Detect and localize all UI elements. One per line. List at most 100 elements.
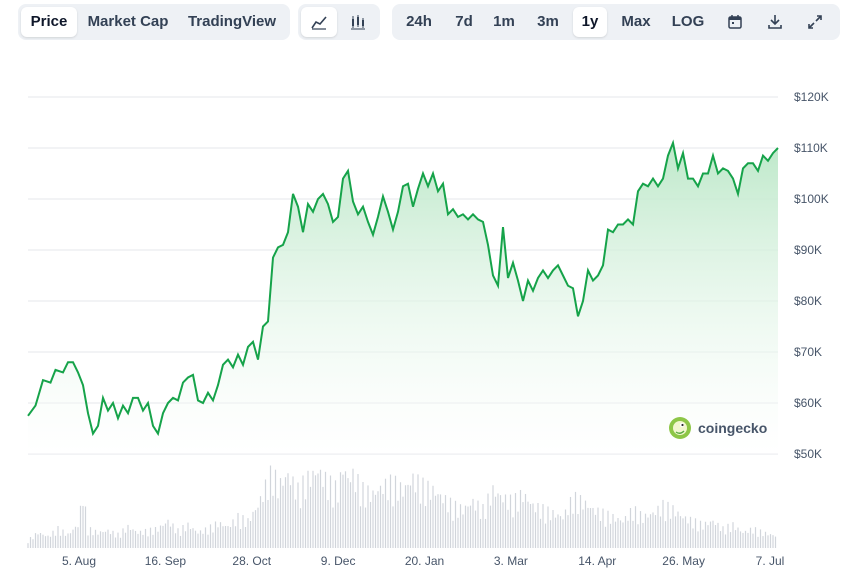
- volume-bar: [572, 513, 574, 548]
- volume-bar: [172, 523, 174, 548]
- volume-bar: [79, 505, 82, 548]
- volume-bar: [717, 522, 719, 548]
- volume-bar: [699, 520, 702, 548]
- volume-bar: [122, 528, 124, 548]
- volume-bar: [732, 522, 734, 548]
- volume-bar: [497, 493, 499, 548]
- volume-bar: [239, 529, 242, 548]
- volume-bar: [552, 510, 554, 548]
- log-scale-toggle[interactable]: LOG: [671, 13, 705, 30]
- volume-bar: [569, 496, 572, 548]
- volume-bar: [269, 465, 272, 548]
- volume-bar: [287, 473, 289, 548]
- volume-bar: [679, 516, 682, 548]
- volume-bar: [144, 528, 147, 548]
- volume-bars: [27, 465, 777, 548]
- volume-bar: [72, 529, 74, 548]
- range-3m[interactable]: 3m: [537, 13, 559, 30]
- volume-bar: [502, 502, 504, 548]
- range-group: 24h 7d 1m 3m 1y Max LOG: [392, 4, 840, 40]
- volume-bar: [102, 532, 104, 548]
- tab-tradingview[interactable]: TradingView: [187, 13, 277, 30]
- volume-bar: [404, 485, 407, 548]
- volume-bar: [579, 495, 582, 548]
- volume-bar: [427, 480, 429, 548]
- volume-bar: [719, 531, 722, 548]
- volume-bar: [444, 495, 447, 548]
- volume-bar: [459, 504, 462, 548]
- volume-bar: [82, 505, 84, 548]
- y-tick-label: $70K: [794, 345, 822, 359]
- volume-bar: [694, 518, 697, 548]
- volume-bar: [742, 532, 744, 548]
- coingecko-watermark: coingecko: [668, 416, 767, 440]
- volume-bar: [714, 525, 717, 548]
- volume-bar: [227, 526, 229, 548]
- download-icon[interactable]: [757, 7, 793, 37]
- volume-bar: [739, 531, 742, 548]
- volume-bar: [589, 508, 592, 548]
- volume-bar: [402, 496, 404, 548]
- range-24h[interactable]: 24h: [406, 13, 432, 30]
- volume-bar: [712, 520, 714, 548]
- tab-market-cap[interactable]: Market Cap: [87, 13, 169, 30]
- candlestick-chart-icon[interactable]: [340, 7, 376, 37]
- expand-icon[interactable]: [797, 7, 833, 37]
- volume-bar: [369, 501, 372, 548]
- x-tick-label: 5. Aug: [62, 554, 96, 568]
- range-1y[interactable]: 1y: [573, 7, 607, 37]
- tab-price[interactable]: Price: [21, 7, 77, 37]
- volume-bar: [397, 500, 399, 548]
- volume-bar: [547, 506, 549, 548]
- volume-bar: [134, 530, 137, 548]
- volume-bar: [177, 528, 179, 548]
- volume-bar: [229, 527, 232, 548]
- volume-bar: [417, 474, 419, 548]
- volume-bar: [149, 527, 152, 548]
- volume-bar: [314, 475, 317, 548]
- volume-bar: [222, 526, 224, 548]
- volume-bar: [377, 491, 379, 548]
- volume-bar: [182, 525, 184, 548]
- line-chart-icon[interactable]: [301, 7, 337, 37]
- volume-bar: [192, 528, 194, 548]
- x-tick-label: 3. Mar: [494, 554, 528, 568]
- volume-bar: [537, 503, 539, 548]
- volume-bar: [394, 475, 397, 548]
- volume-bar: [47, 535, 49, 548]
- volume-bar: [349, 482, 352, 548]
- calendar-icon[interactable]: [717, 7, 753, 37]
- volume-bar: [69, 533, 72, 548]
- volume-bar: [704, 521, 707, 548]
- volume-bar: [517, 511, 519, 548]
- volume-bar: [54, 535, 57, 548]
- volume-bar: [194, 530, 197, 548]
- volume-bar: [59, 535, 62, 548]
- volume-bar: [132, 529, 134, 548]
- volume-bar: [94, 529, 97, 548]
- volume-bar: [299, 508, 302, 548]
- volume-bar: [247, 518, 249, 548]
- x-tick-label: 20. Jan: [405, 554, 444, 568]
- volume-bar: [534, 512, 537, 548]
- volume-bar: [244, 526, 247, 548]
- volume-bar: [262, 501, 264, 548]
- volume-bar: [99, 531, 102, 548]
- volume-bar: [519, 489, 522, 548]
- volume-bar: [639, 511, 642, 548]
- volume-bar: [257, 507, 259, 548]
- y-tick-label: $60K: [794, 396, 822, 410]
- volume-bar: [67, 533, 69, 548]
- range-7d[interactable]: 7d: [455, 13, 473, 30]
- range-1m[interactable]: 1m: [493, 13, 515, 30]
- y-tick-label: $120K: [794, 90, 829, 104]
- volume-bar: [224, 526, 227, 548]
- volume-bar: [457, 517, 459, 548]
- volume-bar: [312, 470, 314, 548]
- volume-bar: [412, 473, 414, 548]
- volume-bar: [382, 494, 384, 548]
- volume-bar: [289, 485, 292, 548]
- volume-bar: [634, 506, 637, 548]
- range-max[interactable]: Max: [621, 13, 651, 30]
